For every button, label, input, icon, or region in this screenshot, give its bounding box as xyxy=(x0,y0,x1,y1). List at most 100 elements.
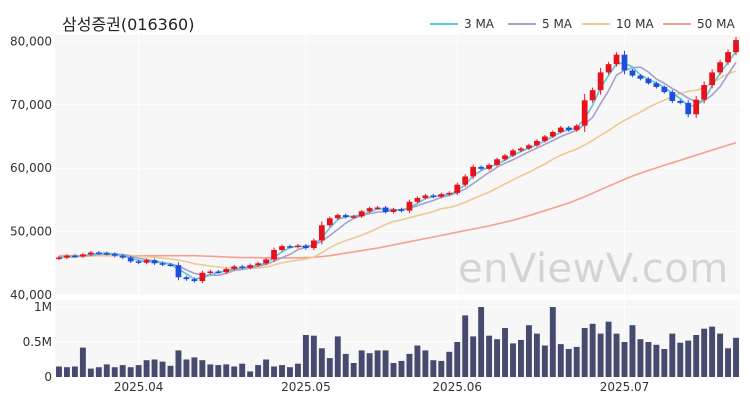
volume-bar xyxy=(287,367,293,377)
candle-down xyxy=(127,257,134,262)
volume-bar xyxy=(302,335,309,377)
candle-down xyxy=(151,260,158,264)
candle-up xyxy=(557,127,564,133)
candle-up xyxy=(326,218,333,226)
candle-down xyxy=(239,266,246,268)
candle-up xyxy=(64,255,70,258)
volume-bar xyxy=(709,326,716,377)
legend-label-ma50: 50 MA xyxy=(697,17,735,31)
volume-bar xyxy=(95,367,102,377)
volume-bar xyxy=(183,359,190,377)
candle-down xyxy=(303,245,309,249)
volume-bar xyxy=(478,307,485,377)
legend-label-ma5: 5 MA xyxy=(542,17,573,31)
candle-up xyxy=(143,260,150,263)
price-axis-labels: 40,000 50,000 60,000 70,000 80,000 xyxy=(10,34,52,302)
candle-down xyxy=(287,246,293,248)
candle-down xyxy=(135,261,142,263)
date-tick-label: 2025.06 xyxy=(432,380,482,394)
candle-up xyxy=(717,62,723,73)
volume-bar xyxy=(510,343,516,377)
candle-down xyxy=(669,92,676,101)
candle-up xyxy=(605,64,612,73)
candlesticks xyxy=(56,37,739,284)
volume-tick-label: 1M xyxy=(34,300,52,314)
volume-bar xyxy=(215,365,222,377)
legend-item-ma50: 50 MA xyxy=(663,17,735,31)
candle-down xyxy=(478,166,485,169)
volume-bar xyxy=(318,348,325,377)
candle-up xyxy=(725,52,731,63)
volume-bar xyxy=(231,366,238,377)
volume-bar xyxy=(518,339,524,377)
volume-bar xyxy=(239,363,246,377)
candle-up xyxy=(581,100,588,126)
volume-bar xyxy=(119,365,126,377)
candle-up xyxy=(549,132,556,137)
candle-up xyxy=(573,125,580,131)
candle-up xyxy=(446,192,453,195)
ma10-line xyxy=(58,70,737,270)
candle-down xyxy=(685,102,692,115)
volume-bar xyxy=(525,325,532,377)
watermark: enViewV.com xyxy=(458,246,729,292)
price-tick-label: 50,000 xyxy=(10,225,52,239)
candle-up xyxy=(390,209,397,212)
volume-bar xyxy=(111,367,118,377)
candle-up xyxy=(438,194,445,197)
candle-up xyxy=(271,249,277,260)
candle-up xyxy=(80,254,86,257)
legend-swatch-ma50 xyxy=(663,23,691,25)
legend-label-ma3: 3 MA xyxy=(464,17,495,31)
volume-bar xyxy=(430,360,437,377)
legend-item-ma5: 5 MA xyxy=(508,17,572,31)
legend-swatch-ma3 xyxy=(430,23,458,25)
price-tick-label: 80,000 xyxy=(10,34,52,48)
volume-bar xyxy=(159,361,166,377)
candle-up xyxy=(502,155,508,160)
candle-up xyxy=(534,140,540,146)
volume-bar xyxy=(342,353,349,377)
candle-down xyxy=(215,271,222,274)
volume-bar xyxy=(255,365,262,377)
volume-panel xyxy=(55,300,740,377)
volume-bar xyxy=(685,340,692,377)
volume-bar xyxy=(294,363,301,377)
volume-bar xyxy=(151,359,158,377)
candle-up xyxy=(470,166,477,177)
candle-up xyxy=(526,145,532,149)
candle-up xyxy=(613,54,620,65)
volume-bar xyxy=(597,333,604,377)
volume-bar xyxy=(366,353,373,377)
legend-item-ma3: 3 MA xyxy=(430,17,494,31)
volume-axis-labels: 0 0.5M 1M xyxy=(23,300,52,384)
candle-up xyxy=(518,148,524,151)
candle-up xyxy=(223,269,230,273)
candle-up xyxy=(541,136,548,141)
volume-bar xyxy=(502,328,508,377)
candle-up xyxy=(406,201,413,211)
volume-bar xyxy=(717,333,724,377)
chart-title: 삼성증권(016360) xyxy=(62,15,195,34)
candle-up xyxy=(350,216,357,218)
volume-bar xyxy=(310,335,317,377)
candle-up xyxy=(334,215,341,219)
volume-bar xyxy=(438,360,445,377)
volume-bar xyxy=(398,360,405,377)
candle-up xyxy=(295,245,301,248)
volume-bar xyxy=(167,365,174,377)
volume-bar xyxy=(334,336,341,377)
volume-bar xyxy=(279,365,285,377)
volume-bar xyxy=(223,364,230,377)
candle-down xyxy=(167,264,174,267)
candle-down xyxy=(629,70,636,76)
volume-bar xyxy=(589,323,596,377)
volume-bar xyxy=(382,350,389,377)
volume-bar xyxy=(565,349,572,377)
candle-up xyxy=(374,207,381,209)
date-tick-label: 2025.07 xyxy=(600,380,650,394)
candle-down xyxy=(430,195,437,197)
volume-bar xyxy=(207,364,214,377)
volume-bar xyxy=(629,325,636,377)
